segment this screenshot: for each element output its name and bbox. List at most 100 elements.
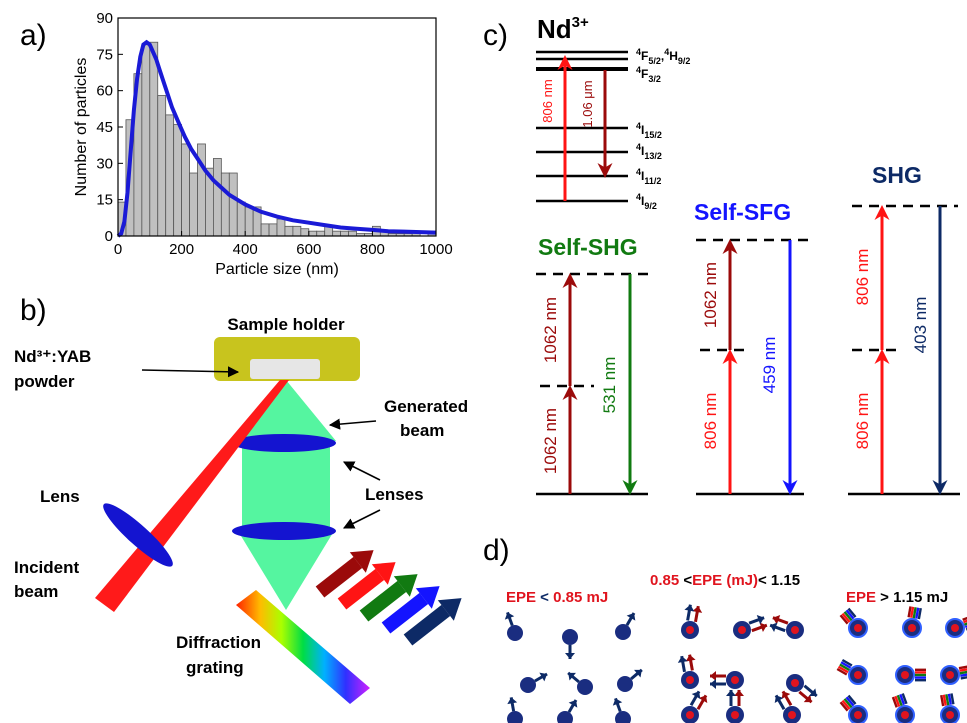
particle [562, 629, 578, 659]
histogram-bar [244, 206, 254, 237]
output-wavelength-label: 403 nm [911, 297, 930, 354]
panel-a-letter: a) [20, 19, 47, 52]
histogram-bar [300, 228, 310, 237]
histogram-bar [284, 225, 294, 237]
histogram-bar [212, 158, 222, 237]
output-arrow-dark-red [315, 550, 374, 598]
particle-size-histogram: 0 200 400 600 800 1000 0 15 30 45 60 75 90 Particle… [73, 10, 453, 278]
particle [615, 612, 636, 640]
particle [557, 699, 578, 723]
particle [504, 611, 523, 641]
y-axis-title: Number of particles [73, 58, 90, 197]
particle [940, 693, 960, 723]
collimated-beam [242, 441, 330, 531]
y-axis-ticks: 0 15 30 45 60 75 90 [96, 10, 123, 245]
y-tick-label: 30 [96, 155, 113, 172]
lenses-pointer-upper [342, 461, 381, 481]
upper-photon-label: 1062 nm [701, 262, 720, 328]
incident-beam-label-2: beam [14, 582, 58, 601]
dispersed-output-arrows [315, 550, 462, 646]
particle [891, 693, 915, 723]
histogram-bar [157, 95, 167, 237]
histogram-bar [308, 230, 318, 237]
lower-photon-label: 806 nm [701, 393, 720, 450]
particle [945, 616, 967, 638]
histogram-bar [165, 114, 175, 237]
particle [681, 604, 703, 639]
particle [567, 671, 593, 695]
particle [774, 690, 801, 723]
self-shg-title: Self-SHG [538, 234, 638, 260]
self-shg-diagram: Self-SHG 1062 nm 1062 nm 531 nm [536, 234, 652, 496]
y-tick-label: 90 [96, 10, 113, 27]
pump-wavelength-label: 806 nm [540, 79, 555, 122]
output-wavelength-label: 531 nm [600, 357, 619, 414]
particle [839, 607, 868, 638]
y-tick-label: 60 [96, 83, 113, 100]
histogram-bar [332, 230, 341, 237]
state-label-f32: 4F3/2 [636, 65, 661, 84]
output-arrow-red [337, 562, 396, 610]
particle [681, 690, 708, 723]
high-epe-particles [836, 606, 967, 723]
particle [677, 654, 699, 689]
lower-photon-label: 1062 nm [541, 408, 560, 474]
lower-photon-label: 806 nm [853, 393, 872, 450]
particle [786, 674, 818, 704]
histogram-bar [141, 44, 151, 237]
generated-beam-cone [236, 380, 336, 441]
particle [895, 665, 926, 685]
output-wavelength-label: 459 nm [760, 337, 779, 394]
particle [520, 672, 548, 693]
y-tick-label: 15 [96, 192, 113, 209]
particle [940, 665, 967, 685]
histogram-bar [189, 172, 198, 237]
powder-sample [250, 359, 320, 379]
histogram-bar [260, 223, 270, 237]
x-tick-label: 400 [233, 241, 258, 258]
x-tick-label: 600 [296, 241, 321, 258]
y-tick-label: 75 [96, 46, 113, 63]
output-arrow-navy [403, 598, 462, 646]
mid-epe-particles [677, 604, 818, 723]
panel-c-letter: c) [483, 19, 508, 52]
sample-holder-label: Sample holder [227, 315, 345, 334]
state-label-i112: 4I11/2 [636, 167, 661, 186]
histogram-bar [340, 230, 349, 237]
x-axis-title: Particle size (nm) [215, 261, 339, 278]
histogram-bar [220, 172, 230, 237]
state-label-i132: 4I13/2 [636, 142, 662, 161]
x-tick-label: 0 [114, 241, 122, 258]
sample-pointer-arrow [141, 366, 240, 378]
y-tick-label: 0 [105, 228, 113, 245]
lens-label: Lens [40, 487, 80, 506]
histogram-bar [149, 41, 159, 237]
output-arrow-blue [381, 586, 440, 634]
particle [902, 606, 922, 638]
particle [612, 697, 631, 723]
state-label-f52-h92: 4F5/2,4H9/2 [636, 47, 690, 66]
low-epe-particles [504, 611, 643, 723]
particle [769, 615, 804, 639]
panel-d-letter: d) [483, 534, 510, 567]
particle [733, 615, 768, 639]
particle [617, 668, 643, 692]
nd-energy-level-diagram: Nd3+ 806 nm 1.06 μm 4F5/2,4H9/2 4F3/2 4I… [536, 14, 690, 211]
particle [839, 694, 868, 723]
output-arrow-green [359, 574, 418, 622]
histogram-bar [276, 218, 286, 237]
histogram-bar [228, 172, 238, 237]
lenses-label: Lenses [365, 485, 424, 504]
upper-lens [232, 434, 336, 452]
histogram-bar [348, 230, 357, 237]
state-label-i92: 4I9/2 [636, 192, 657, 211]
focused-beam-cone [238, 531, 334, 610]
histogram-bar [292, 225, 302, 237]
grating-label-2: grating [186, 658, 244, 677]
generated-beam-pointer [328, 418, 377, 430]
incident-beam-label-1: Incident [14, 558, 80, 577]
sample-powder-label: powder [14, 372, 75, 391]
epe-high-label: EPE > 1.15 mJ [846, 589, 948, 606]
particle [726, 690, 744, 723]
